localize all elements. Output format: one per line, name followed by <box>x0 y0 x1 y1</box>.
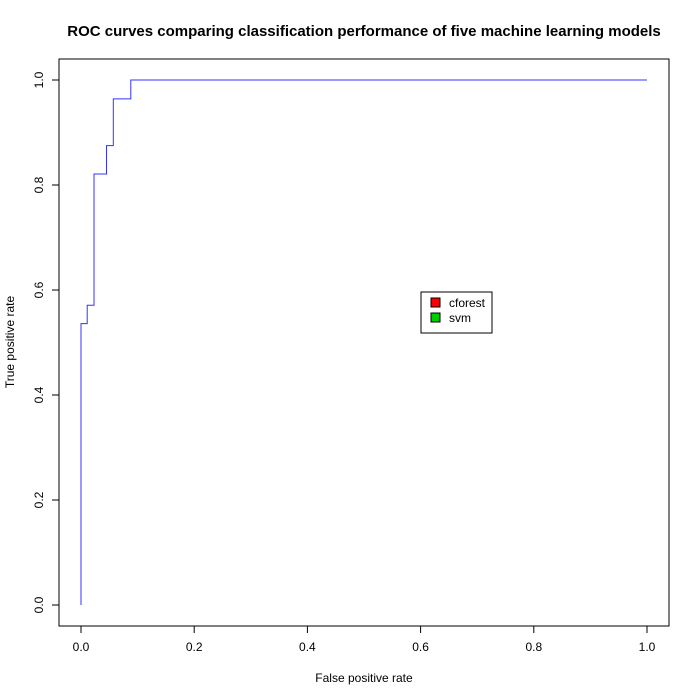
legend-label-cforest: cforest <box>449 296 486 310</box>
y-tick-label: 0.2 <box>32 491 46 508</box>
legend-swatch-svm <box>430 312 441 323</box>
chart-title: ROC curves comparing classification perf… <box>67 23 661 40</box>
plot-frame <box>58 58 670 627</box>
y-tick-label: 0.8 <box>32 176 46 193</box>
x-tick-label: 0.0 <box>73 640 90 654</box>
legend-swatch-cforest <box>430 297 441 308</box>
x-axis: 0.0 0.2 0.4 0.6 0.8 1.0 <box>73 625 656 654</box>
x-axis-label: False positive rate <box>315 671 413 685</box>
roc-curve-series-0 <box>80 79 647 605</box>
y-axis: 0.0 0.2 0.4 0.6 0.8 1.0 <box>32 71 60 613</box>
y-tick-label: 0.0 <box>32 596 46 613</box>
y-axis-label: True positive rate <box>3 296 17 389</box>
y-tick-label: 1.0 <box>32 71 46 88</box>
x-tick-label: 1.0 <box>639 640 656 654</box>
x-tick-label: 0.2 <box>186 640 203 654</box>
legend-label-svm: svm <box>449 311 471 325</box>
series-layer <box>80 79 647 605</box>
y-tick-label: 0.4 <box>32 386 46 403</box>
x-tick-label: 0.6 <box>412 640 429 654</box>
y-tick-label: 0.6 <box>32 281 46 298</box>
x-tick-label: 0.4 <box>299 640 316 654</box>
x-tick-label: 0.8 <box>525 640 542 654</box>
